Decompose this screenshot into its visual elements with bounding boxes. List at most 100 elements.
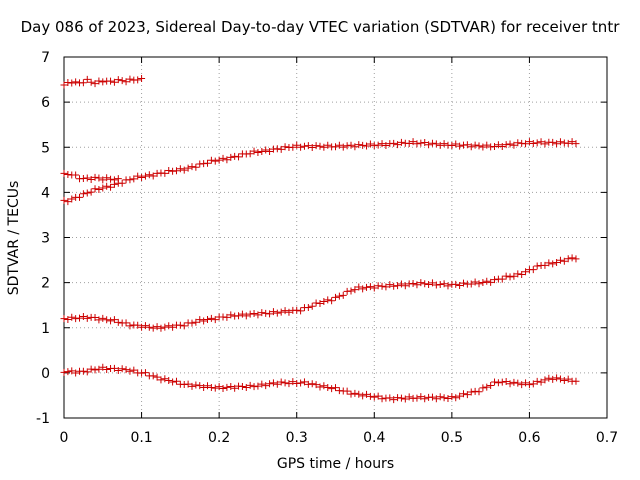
data-point: [347, 141, 355, 149]
data-point: [134, 321, 142, 329]
data-point: [522, 379, 530, 387]
data-point: [99, 184, 107, 192]
data-point: [425, 141, 433, 149]
data-point: [304, 380, 312, 388]
data-point: [192, 163, 200, 171]
data-point: [110, 180, 118, 188]
data-point: [83, 174, 91, 182]
data-point: [506, 140, 514, 148]
data-point: [231, 384, 239, 392]
data-point: [324, 384, 332, 392]
data-point: [99, 314, 107, 322]
data-point: [428, 393, 436, 401]
data-point: [285, 308, 293, 316]
data-point: [564, 255, 572, 263]
data-point: [107, 77, 115, 85]
data-point: [207, 156, 215, 164]
data-point: [258, 148, 266, 156]
data-point: [366, 140, 374, 148]
data-point: [355, 141, 363, 149]
data-point: [149, 172, 157, 180]
data-point: [390, 396, 398, 404]
data-point: [76, 314, 84, 322]
plot-frame: [63, 56, 608, 419]
data-point: [95, 174, 103, 182]
data-point: [549, 375, 557, 383]
y-tick-label: 1: [41, 321, 50, 337]
data-point: [560, 257, 568, 265]
data-point: [335, 292, 343, 300]
data-point: [266, 147, 274, 155]
data-point: [165, 166, 173, 174]
data-point: [273, 145, 281, 153]
data-point: [126, 176, 134, 184]
data-point: [401, 282, 409, 290]
data-point: [428, 139, 436, 147]
data-point: [211, 384, 219, 392]
data-point: [114, 318, 122, 326]
data-point: [91, 366, 99, 374]
data-point: [110, 316, 118, 324]
data-point: [475, 280, 483, 288]
data-point: [363, 283, 371, 291]
data-point: [130, 175, 138, 183]
data-point: [215, 156, 223, 164]
x-tick-label: 0.5: [441, 430, 463, 446]
data-point: [180, 322, 188, 330]
data-point: [110, 364, 118, 372]
data-point: [498, 378, 506, 386]
data-point: [79, 174, 87, 182]
data-point: [83, 75, 91, 83]
data-point: [277, 308, 285, 316]
data-point: [269, 379, 277, 387]
data-point: [246, 150, 254, 158]
data-point: [285, 380, 293, 388]
data-point: [491, 378, 499, 386]
data-point: [60, 81, 68, 89]
data-point: [363, 142, 371, 150]
data-point: [436, 281, 444, 289]
data-point: [397, 280, 405, 288]
data-point: [405, 393, 413, 401]
data-point: [487, 278, 495, 286]
data-point: [378, 140, 386, 148]
data-point: [200, 383, 208, 391]
data-point: [459, 279, 467, 287]
data-point: [529, 139, 537, 147]
data-point: [533, 377, 541, 385]
data-point: [242, 312, 250, 320]
data-point: [425, 281, 433, 289]
data-point: [169, 167, 177, 175]
data-point: [471, 141, 479, 149]
x-axis-label: GPS time / hours: [276, 456, 395, 472]
data-point: [316, 300, 324, 308]
data-point: [273, 380, 281, 388]
data-point: [351, 143, 359, 151]
data-point: [83, 314, 91, 322]
data-point: [343, 142, 351, 150]
x-tick-label: 0.2: [208, 430, 230, 446]
data-point: [413, 394, 421, 402]
data-point: [79, 367, 87, 375]
data-point: [273, 309, 281, 317]
data-point: [440, 280, 448, 288]
data-point: [421, 395, 429, 403]
data-point: [518, 381, 526, 389]
data-point: [514, 270, 522, 278]
data-point: [556, 256, 564, 264]
data-point: [397, 394, 405, 402]
data-point: [68, 79, 76, 87]
data-point: [332, 293, 339, 301]
data-point: [138, 75, 146, 83]
data-point: [126, 322, 134, 330]
data-point: [394, 282, 402, 290]
data-point: [254, 382, 262, 390]
data-point: [444, 394, 452, 402]
data-point: [347, 287, 355, 295]
x-tick-label: 0.3: [286, 430, 308, 446]
data-point: [269, 308, 277, 316]
data-point: [122, 319, 130, 327]
data-point: [289, 378, 297, 386]
data-point: [250, 147, 258, 155]
data-point: [87, 78, 95, 86]
